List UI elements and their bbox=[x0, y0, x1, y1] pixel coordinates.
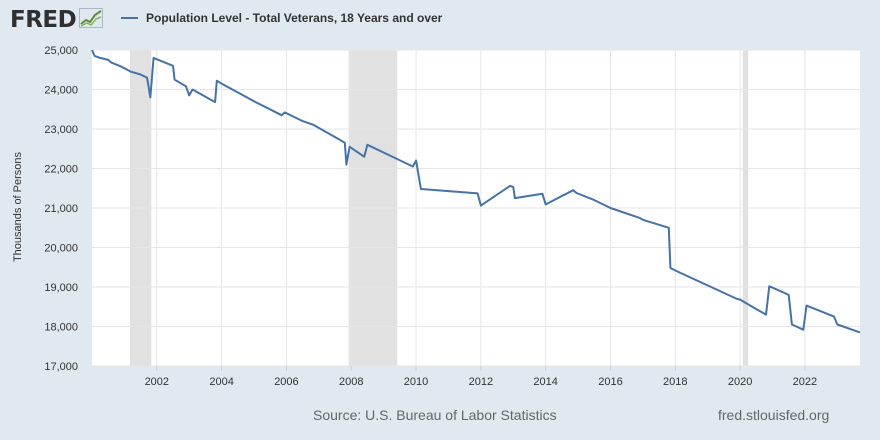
fred-logo[interactable]: FRED bbox=[10, 6, 104, 34]
x-tick-label: 2008 bbox=[339, 376, 363, 388]
source-label: Source: U.S. Bureau of Labor Statistics bbox=[313, 407, 557, 423]
fred-logo-text: FRED bbox=[10, 7, 77, 33]
y-tick-label: 21,000 bbox=[44, 203, 78, 215]
x-tick-label: 2012 bbox=[469, 376, 493, 388]
y-tick-label: 25,000 bbox=[44, 45, 78, 57]
x-tick-label: 2020 bbox=[728, 376, 752, 388]
legend-series-label: Population Level - Total Veterans, 18 Ye… bbox=[146, 11, 443, 25]
x-tick-label: 2014 bbox=[533, 376, 557, 388]
x-tick-label: 2016 bbox=[598, 376, 622, 388]
y-tick-label: 22,000 bbox=[44, 164, 78, 176]
y-tick-label: 23,000 bbox=[44, 124, 78, 136]
x-tick-label: 2022 bbox=[793, 376, 817, 388]
y-tick-label: 19,000 bbox=[44, 282, 78, 294]
legend-swatch bbox=[121, 17, 138, 19]
series-line bbox=[91, 49, 861, 334]
fred-graph-icon bbox=[79, 7, 104, 33]
x-tick-label: 2010 bbox=[404, 376, 428, 388]
x-tick-label: 2018 bbox=[663, 376, 687, 388]
y-tick-label: 24,000 bbox=[44, 85, 78, 97]
y-tick-label: 17,000 bbox=[44, 361, 78, 373]
chart-legend: Population Level - Total Veterans, 18 Ye… bbox=[121, 11, 442, 25]
x-tick-label: 2006 bbox=[274, 376, 298, 388]
x-tick-label: 2004 bbox=[209, 376, 233, 388]
x-tick-label: 2002 bbox=[145, 376, 169, 388]
y-tick-label: 18,000 bbox=[44, 322, 78, 334]
y-tick-label: 20,000 bbox=[44, 243, 78, 255]
site-link[interactable]: fred.stlouisfed.org bbox=[718, 407, 830, 423]
